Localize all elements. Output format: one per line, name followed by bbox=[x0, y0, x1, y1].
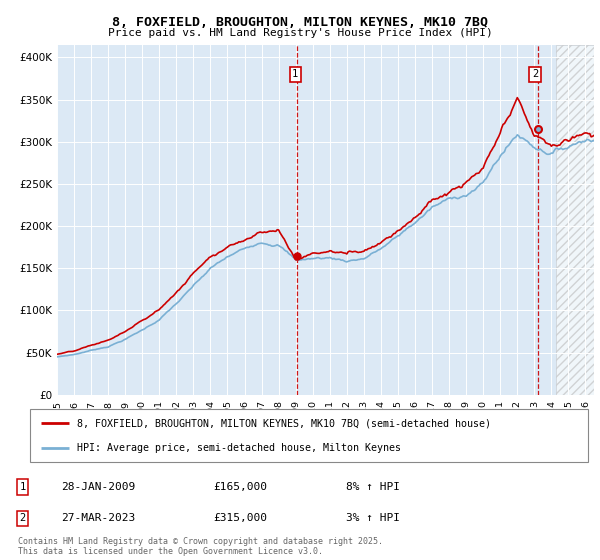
Text: 8, FOXFIELD, BROUGHTON, MILTON KEYNES, MK10 7BQ (semi-detached house): 8, FOXFIELD, BROUGHTON, MILTON KEYNES, M… bbox=[77, 418, 491, 428]
Text: 1: 1 bbox=[19, 482, 25, 492]
Text: 2: 2 bbox=[532, 69, 538, 80]
Text: 8, FOXFIELD, BROUGHTON, MILTON KEYNES, MK10 7BQ: 8, FOXFIELD, BROUGHTON, MILTON KEYNES, M… bbox=[112, 16, 488, 29]
Text: 28-JAN-2009: 28-JAN-2009 bbox=[61, 482, 135, 492]
Text: 8% ↑ HPI: 8% ↑ HPI bbox=[346, 482, 400, 492]
Text: HPI: Average price, semi-detached house, Milton Keynes: HPI: Average price, semi-detached house,… bbox=[77, 442, 401, 452]
Text: 2: 2 bbox=[19, 514, 25, 524]
Text: 3% ↑ HPI: 3% ↑ HPI bbox=[346, 514, 400, 524]
Text: 27-MAR-2023: 27-MAR-2023 bbox=[61, 514, 135, 524]
Text: Price paid vs. HM Land Registry's House Price Index (HPI): Price paid vs. HM Land Registry's House … bbox=[107, 28, 493, 38]
FancyBboxPatch shape bbox=[30, 409, 588, 462]
Text: £165,000: £165,000 bbox=[214, 482, 268, 492]
Text: £315,000: £315,000 bbox=[214, 514, 268, 524]
Text: 1: 1 bbox=[292, 69, 298, 80]
Text: Contains HM Land Registry data © Crown copyright and database right 2025.
This d: Contains HM Land Registry data © Crown c… bbox=[18, 537, 383, 556]
